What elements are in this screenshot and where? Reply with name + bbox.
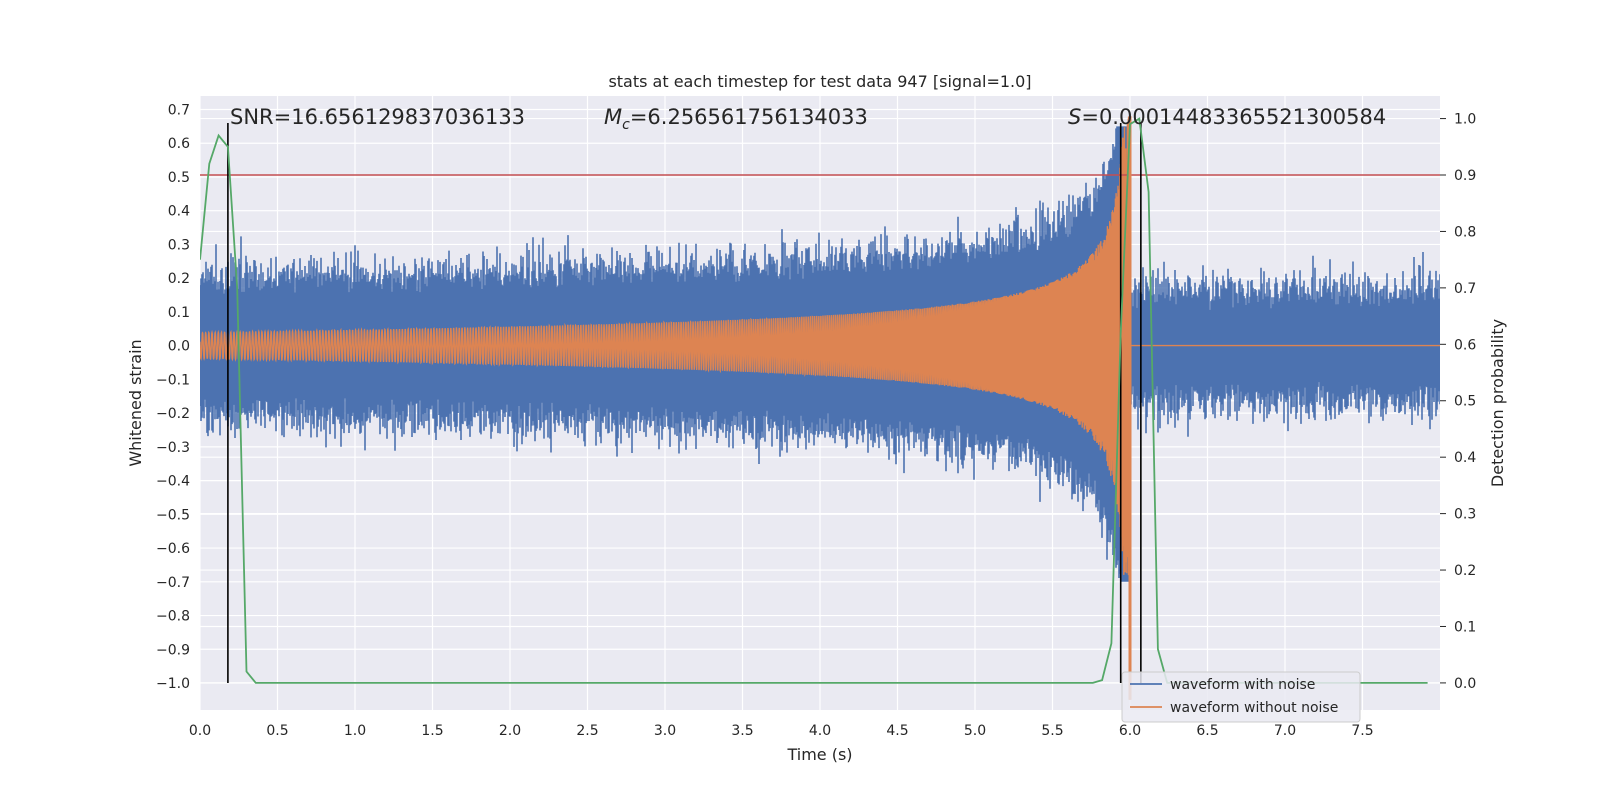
y2-tick-label: 0.4 [1454, 450, 1476, 466]
x-tick-label: 2.0 [499, 723, 521, 739]
x-tick-label: 3.0 [654, 723, 676, 739]
y2-axis-label: Detection probability [1488, 319, 1507, 487]
s-annotation: S=0.00014483365521300584 [1068, 105, 1386, 129]
y2-tick-label: 0.3 [1454, 507, 1476, 523]
x-tick-label: 1.0 [344, 723, 366, 739]
y-tick-label: −0.5 [156, 507, 190, 523]
x-tick-labels: 0.0 0.5 1.0 1.5 2.0 2.5 3.0 3.5 4.0 4.5 5.0 5.5 6.0 6… [189, 723, 1374, 739]
y-tick-label: 0.2 [168, 271, 190, 287]
waveform-without-noise-line [200, 116, 1440, 576]
y2-tick-label: 0.0 [1454, 676, 1476, 692]
legend-label-clean: waveform without noise [1170, 700, 1338, 716]
legend-box [1121, 671, 1361, 723]
mc-symbol: M [604, 105, 622, 129]
x-tick-label: 7.5 [1351, 723, 1373, 739]
y2-tick-label: 0.6 [1454, 337, 1476, 353]
legend: waveform with noise waveform without noi… [1121, 671, 1361, 723]
y-tick-label: 0.3 [168, 237, 190, 253]
y2-tick-label: 0.7 [1454, 281, 1476, 297]
x-tick-label: 6.0 [1119, 723, 1141, 739]
x-tick-label: 0.0 [189, 723, 211, 739]
y2-tick-label: 0.1 [1454, 619, 1476, 635]
y2-tick-label: 0.8 [1454, 224, 1476, 240]
s-value: =0.00014483365521300584 [1081, 105, 1386, 129]
x-tick-label: 2.5 [576, 723, 598, 739]
y-tick-label: 0.6 [168, 136, 190, 152]
x-tick-label: 6.5 [1196, 723, 1218, 739]
x-tick-label: 7.0 [1274, 723, 1296, 739]
y-tick-label: 0.4 [168, 204, 190, 220]
mc-value: =6.256561756134033 [630, 105, 868, 129]
x-tick-label: 1.5 [421, 723, 443, 739]
x-tick-label: 0.5 [266, 723, 288, 739]
y2-tick-label: 1.0 [1454, 112, 1476, 128]
vertical-markers [227, 116, 1142, 700]
y-tick-label: −0.6 [156, 541, 190, 557]
y-tick-label: −1.0 [156, 676, 190, 692]
y-axis-label: Whitened strain [126, 339, 145, 466]
chart-title: stats at each timestep for test data 947… [608, 72, 1031, 91]
y2-tick-label: 0.5 [1454, 394, 1476, 410]
y-tick-label: −0.3 [156, 440, 190, 456]
y-tick-label: 0.0 [168, 339, 190, 355]
chirp-mass-annotation: Mc=6.256561756134033 [604, 105, 868, 133]
x-tick-label: 5.5 [1041, 723, 1063, 739]
y-tick-label: 0.1 [168, 305, 190, 321]
y-tick-label: 0.5 [168, 170, 190, 186]
y2-tick-label: 0.9 [1454, 168, 1476, 184]
snr-annotation: SNR=16.656129837036133 [230, 105, 525, 129]
x-tick-label: 4.5 [886, 723, 908, 739]
x-tick-label: 4.0 [809, 723, 831, 739]
x-tick-label: 5.0 [964, 723, 986, 739]
legend-label-noise: waveform with noise [1170, 677, 1315, 693]
mc-subscript: c [622, 117, 630, 133]
y2-tick-label: 0.2 [1454, 563, 1476, 579]
y-tick-label: 0.7 [168, 102, 190, 118]
y-tick-label: −0.9 [156, 642, 190, 658]
y-tick-label: −0.2 [156, 406, 190, 422]
y2-tick-labels: 1.0 0.9 0.8 0.7 0.6 0.5 0.4 0.3 0.2 0.1 0.0 [1440, 112, 1476, 692]
y-tick-label: −0.4 [156, 474, 190, 490]
y-tick-label: −0.8 [156, 609, 190, 625]
y-tick-label: −0.1 [156, 372, 190, 388]
y-tick-label: −0.7 [156, 575, 190, 591]
x-axis-label: Time (s) [786, 745, 852, 764]
y-tick-labels: 0.7 0.6 0.5 0.4 0.3 0.2 0.1 0.0 −0.1 −0.2 −0.3 −0.4… [156, 102, 190, 692]
s-symbol: S [1068, 105, 1081, 129]
x-tick-label: 3.5 [731, 723, 753, 739]
detection-probability-line [200, 117, 1428, 684]
